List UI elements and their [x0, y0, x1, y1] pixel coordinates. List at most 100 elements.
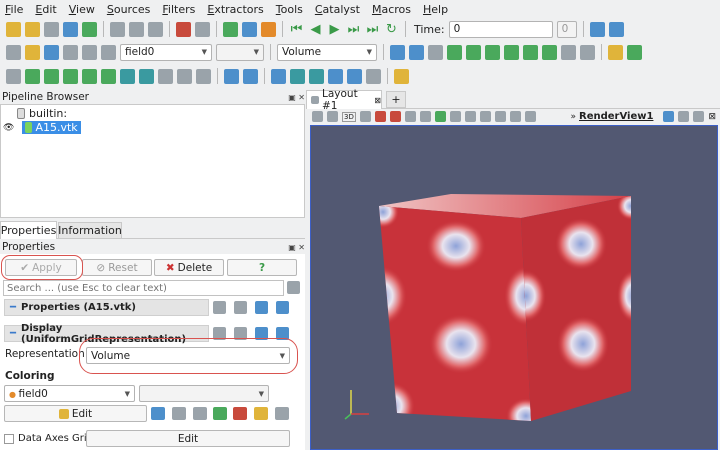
camera-icon[interactable]: [327, 111, 338, 122]
edit-colormap-icon[interactable]: [25, 44, 40, 60]
maximize-icon[interactable]: [693, 111, 705, 122]
disconnect-icon[interactable]: [110, 21, 125, 37]
color-legend-icon[interactable]: [254, 407, 268, 420]
menu-sources[interactable]: Sources: [106, 2, 151, 16]
component-combo[interactable]: ▼: [139, 385, 269, 402]
representation-combo[interactable]: Volume ▼: [86, 347, 290, 364]
zoom-box-icon[interactable]: [428, 44, 443, 60]
delete-button[interactable]: ✖ Delete: [154, 259, 224, 276]
select-points-icon[interactable]: [389, 111, 401, 122]
add-layout-button[interactable]: +: [386, 91, 406, 108]
view-plus-y-icon[interactable]: [485, 44, 500, 60]
axes-grid-edit-button[interactable]: Edit: [86, 430, 290, 447]
search-input[interactable]: [3, 280, 284, 296]
reload-icon[interactable]: [255, 301, 268, 314]
rescale-icon[interactable]: [151, 407, 165, 420]
edit-colormap-button[interactable]: Edit: [4, 405, 147, 422]
rescale-visible-icon[interactable]: [193, 407, 207, 420]
group-datasets-icon[interactable]: [177, 68, 192, 84]
coloring-combo[interactable]: ● field0 ▼: [4, 385, 135, 402]
save-settings-icon[interactable]: [276, 301, 289, 314]
select-polygon-icon[interactable]: [449, 111, 461, 122]
section-display[interactable]: ━ Display (UniformGridRepresentation): [4, 323, 209, 345]
rescale-temporal-icon[interactable]: [213, 407, 227, 420]
view-plus-z-icon[interactable]: [523, 44, 538, 60]
interaction-mode-icon[interactable]: [608, 44, 623, 60]
time-step-input[interactable]: 0: [556, 20, 577, 38]
render-view-label[interactable]: RenderView1: [579, 111, 654, 122]
view-minus-z-icon[interactable]: [542, 44, 557, 60]
histogram-icon[interactable]: [271, 68, 286, 84]
choose-preset-icon[interactable]: [233, 407, 247, 420]
pipeline-item-a15[interactable]: 👁 A15.vtk: [3, 121, 81, 134]
tab-information[interactable]: Information: [58, 222, 122, 239]
redo-icon[interactable]: [195, 21, 210, 37]
open-icon[interactable]: [6, 21, 21, 37]
gradient-icon[interactable]: [328, 68, 343, 84]
warp-vector-icon[interactable]: [158, 68, 173, 84]
stream-tracer-icon[interactable]: [139, 68, 154, 84]
reset-button[interactable]: ⊘ Reset: [82, 259, 152, 276]
reload-icon[interactable]: [255, 327, 268, 340]
representation-toolbar-combo[interactable]: Volume ▼: [277, 43, 377, 61]
braces-icon[interactable]: [366, 68, 381, 84]
rescale-custom-icon[interactable]: [63, 44, 78, 60]
first-frame-icon[interactable]: ⏮: [290, 21, 303, 37]
extract-level-icon[interactable]: [196, 68, 211, 84]
glyph-icon[interactable]: [120, 68, 135, 84]
split-vertical-icon[interactable]: [678, 111, 690, 122]
shrink-selection-icon[interactable]: [509, 111, 521, 122]
save-state-icon[interactable]: [63, 21, 78, 37]
view-minus-x-icon[interactable]: [466, 44, 481, 60]
paste-icon[interactable]: [234, 327, 247, 340]
menu-edit[interactable]: Edit: [35, 2, 57, 16]
zoom-closest-icon[interactable]: [608, 21, 624, 37]
loop-icon[interactable]: ↻: [386, 21, 397, 37]
pipeline-root[interactable]: builtin:: [17, 107, 67, 120]
rescale-temporal-icon[interactable]: [101, 44, 116, 60]
probe-icon[interactable]: [224, 68, 239, 84]
ruler-icon[interactable]: [394, 68, 409, 84]
tab-layout-1[interactable]: Layout #1 ⊠: [306, 88, 382, 112]
render-viewport[interactable]: [310, 125, 718, 450]
save-settings-icon[interactable]: [276, 327, 289, 340]
menu-file[interactable]: File: [5, 2, 24, 16]
clip-icon[interactable]: [44, 68, 59, 84]
view-plus-x-icon[interactable]: [447, 44, 462, 60]
descriptive-stats-icon[interactable]: [309, 68, 324, 84]
gear-icon[interactable]: [287, 281, 300, 294]
undo-icon[interactable]: [176, 21, 191, 37]
color-array-combo[interactable]: field0 ▼: [120, 43, 212, 61]
calculator-icon[interactable]: [6, 68, 21, 84]
select-frustum-icon[interactable]: [404, 111, 416, 122]
grow-selection-icon[interactable]: [494, 111, 506, 122]
time-input[interactable]: 0: [448, 20, 553, 38]
open-folder-icon[interactable]: [25, 21, 40, 37]
plot-over-line-icon[interactable]: [243, 68, 258, 84]
properties-dock-icons[interactable]: ▣ ✕: [288, 242, 305, 252]
extract-subset-icon[interactable]: [101, 68, 116, 84]
rotate-plus-90-icon[interactable]: [561, 44, 576, 60]
next-frame-icon[interactable]: ⏭: [347, 21, 360, 37]
rescale-icon[interactable]: [44, 44, 59, 60]
select-block-icon[interactable]: [419, 111, 431, 122]
close-view-icon[interactable]: ⊠: [708, 111, 716, 122]
slice-icon[interactable]: [63, 68, 78, 84]
clear-selection-icon[interactable]: [524, 111, 536, 122]
rotate-minus-90-icon[interactable]: [580, 44, 595, 60]
center-axes-icon[interactable]: [627, 44, 642, 60]
split-horizontal-icon[interactable]: [663, 111, 675, 122]
menu-help[interactable]: Help: [422, 2, 449, 16]
zoom-to-data-icon[interactable]: [409, 44, 424, 60]
pipeline-dock-icons[interactable]: ▣ ✕: [288, 92, 305, 102]
tab-properties[interactable]: Properties: [0, 221, 57, 239]
component-combo[interactable]: ▼: [216, 43, 264, 61]
play-icon[interactable]: ▶: [329, 21, 340, 37]
rescale-visible-icon[interactable]: [82, 44, 97, 60]
capture-icon[interactable]: [312, 111, 323, 122]
axes-grid-icon[interactable]: [347, 68, 362, 84]
camera-undo-icon[interactable]: [359, 111, 371, 122]
copy-icon[interactable]: [213, 327, 226, 340]
menu-catalyst[interactable]: Catalyst: [314, 2, 360, 16]
toggle-3d-button[interactable]: 3D: [342, 111, 356, 122]
